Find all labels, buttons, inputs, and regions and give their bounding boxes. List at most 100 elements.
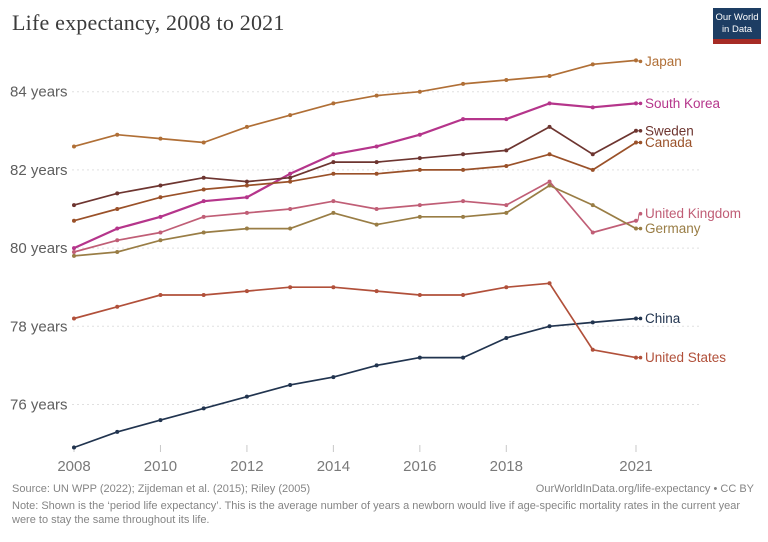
data-point-united-states xyxy=(504,285,509,290)
series-line-canada[interactable] xyxy=(73,141,637,222)
x-axis-label: 2014 xyxy=(317,458,350,475)
data-point-united-kingdom xyxy=(244,210,249,215)
data-point-sweden xyxy=(244,179,249,184)
y-axis-label: 78 years xyxy=(10,318,68,335)
data-point-south-korea xyxy=(288,171,293,176)
series-line-united-states[interactable] xyxy=(73,282,637,359)
data-point-germany xyxy=(72,253,76,258)
series-label-sweden[interactable]: Sweden xyxy=(645,123,694,138)
data-point-south-korea xyxy=(504,117,509,122)
data-point-sweden xyxy=(547,124,552,129)
data-point-sweden xyxy=(590,152,595,157)
data-point-united-states xyxy=(547,281,552,286)
data-point-united-kingdom xyxy=(547,179,552,184)
data-point-united-states xyxy=(633,355,638,360)
source-text: Source: UN WPP (2022); Zijdeman et al. (… xyxy=(12,483,311,495)
data-point-japan xyxy=(115,132,120,137)
series-label-united-kingdom[interactable]: United Kingdom xyxy=(645,206,741,221)
data-point-united-kingdom xyxy=(590,230,595,235)
data-point-united-states xyxy=(72,316,76,321)
data-point-united-states xyxy=(374,289,379,294)
data-point-china xyxy=(331,375,336,380)
data-point-canada xyxy=(331,171,336,176)
data-point-south-korea xyxy=(590,105,595,110)
data-point-japan xyxy=(633,58,638,63)
data-point-germany xyxy=(417,214,422,219)
data-point-south-korea xyxy=(633,101,638,106)
data-point-united-states xyxy=(417,293,422,298)
data-point-south-korea xyxy=(331,152,336,157)
data-point-united-kingdom xyxy=(331,199,336,204)
x-axis-label: 2016 xyxy=(403,458,436,475)
label-connector-dot xyxy=(638,101,643,106)
data-point-china xyxy=(288,382,293,387)
data-point-germany xyxy=(244,226,249,231)
data-point-united-kingdom xyxy=(158,230,163,235)
series-line-japan[interactable] xyxy=(73,59,637,148)
y-axis-label: 84 years xyxy=(10,84,68,101)
data-point-sweden xyxy=(461,152,466,157)
y-axis-label: 82 years xyxy=(10,162,68,179)
data-point-canada xyxy=(72,218,76,223)
data-point-south-korea xyxy=(244,195,249,200)
data-point-canada xyxy=(288,179,293,184)
license-link[interactable]: OurWorldInData.org/life-expectancy • CC … xyxy=(535,483,754,495)
data-point-united-states xyxy=(331,285,336,290)
series-label-germany[interactable]: Germany xyxy=(645,221,701,236)
series-line-sweden[interactable] xyxy=(73,126,637,206)
series-label-japan[interactable]: Japan xyxy=(645,54,682,69)
data-point-sweden xyxy=(331,160,336,165)
series-line-united-kingdom[interactable] xyxy=(73,180,637,253)
label-connector-dot xyxy=(638,140,643,145)
data-point-canada xyxy=(461,167,466,172)
data-point-united-states xyxy=(201,293,206,298)
label-connector xyxy=(637,213,640,221)
data-point-japan xyxy=(417,89,422,94)
chart-canvas[interactable]: 76 years 78 years 80 years 82 years 84 years… xyxy=(0,50,768,482)
data-point-south-korea xyxy=(461,117,466,122)
data-point-united-kingdom xyxy=(115,238,120,243)
chart-header: Life expectancy, 2008 to 2021 Our World … xyxy=(0,0,768,50)
label-connector-dot xyxy=(638,129,643,133)
owid-logo[interactable]: Our World in Data xyxy=(713,8,761,44)
data-point-japan xyxy=(288,113,293,118)
data-point-sweden xyxy=(158,183,163,188)
data-point-china xyxy=(504,336,509,341)
data-point-china xyxy=(417,355,422,360)
data-point-united-states xyxy=(288,285,293,290)
data-point-canada xyxy=(547,152,552,157)
series-line-south-korea[interactable] xyxy=(73,102,637,250)
data-point-canada xyxy=(201,187,206,192)
label-connector-dot xyxy=(638,211,643,216)
series-label-united-states[interactable]: United States xyxy=(645,350,726,365)
series-line-china[interactable] xyxy=(73,317,637,449)
data-point-united-kingdom xyxy=(201,214,206,219)
data-point-united-kingdom xyxy=(633,218,638,223)
data-point-canada xyxy=(158,195,163,200)
data-point-south-korea xyxy=(547,101,552,106)
data-point-united-kingdom xyxy=(417,203,422,208)
data-point-japan xyxy=(158,136,163,141)
data-point-canada xyxy=(115,207,120,211)
data-point-sweden xyxy=(417,156,422,161)
label-connector-dot xyxy=(638,355,643,360)
data-point-united-states xyxy=(244,289,249,294)
data-point-south-korea xyxy=(201,199,206,204)
data-point-canada xyxy=(504,163,509,168)
label-connector-dot xyxy=(638,316,643,321)
x-axis-label: 2018 xyxy=(490,458,523,475)
series-label-canada[interactable]: Canada xyxy=(645,135,693,150)
data-point-japan xyxy=(72,144,76,149)
label-connector-dot xyxy=(638,59,643,64)
series-label-south-korea[interactable]: South Korea xyxy=(645,96,721,111)
series-line-germany[interactable] xyxy=(73,184,637,257)
data-point-japan xyxy=(504,77,509,82)
data-point-china xyxy=(244,394,249,399)
data-point-united-states xyxy=(461,293,466,298)
data-point-south-korea xyxy=(158,214,163,219)
data-point-canada xyxy=(374,171,379,176)
series-label-china[interactable]: China xyxy=(645,311,681,326)
owid-logo-line2: in Data xyxy=(721,23,753,35)
data-point-south-korea xyxy=(374,144,379,149)
data-point-japan xyxy=(374,93,379,98)
